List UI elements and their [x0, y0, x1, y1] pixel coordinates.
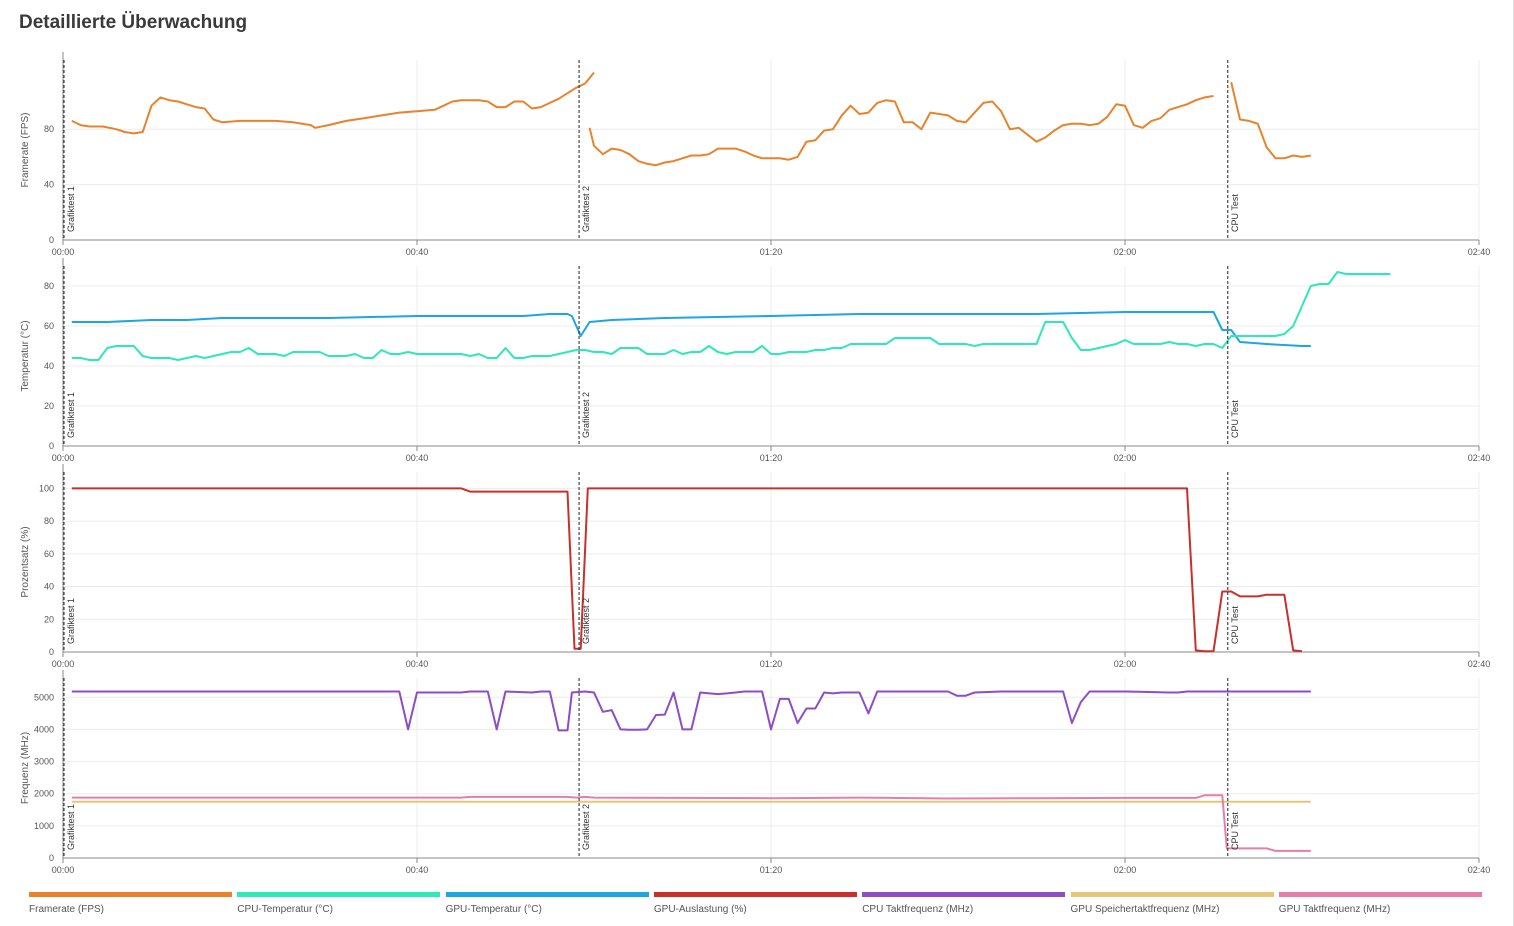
y-tick-label: 1000	[34, 821, 54, 831]
legend-item-gpu-speichertaktfrequenz-mhz[interactable]: GPU Speichertaktfrequenz (MHz)	[1070, 892, 1274, 920]
y-tick-label: 20	[44, 401, 54, 411]
y-tick-label: 60	[44, 321, 54, 331]
x-tick-label: 02:00	[1114, 865, 1137, 875]
marker-label: Grafiktest 2	[581, 392, 591, 438]
marker-label: Grafiktest 1	[66, 186, 76, 232]
y-tick-label: 40	[44, 582, 54, 592]
x-tick-label: 00:00	[52, 865, 75, 875]
series-line-framerate-fps	[588, 95, 1214, 167]
y-axis-label: Prozentsatz (%)	[20, 526, 31, 597]
marker-label: Grafiktest 1	[66, 392, 76, 438]
y-tick-label: 40	[44, 361, 54, 371]
x-tick-label: 02:00	[1114, 659, 1137, 669]
series-line-gpu-taktfrequenz-mhz	[71, 794, 1311, 852]
y-axis-label: Frequenz (MHz)	[20, 732, 31, 804]
legend-label: CPU Taktfrequenz (MHz)	[862, 904, 974, 915]
marker-label: CPU Test	[1230, 812, 1240, 850]
series-line-gpu-temperatur-c	[71, 311, 1311, 347]
marker-label: Grafiktest 2	[581, 186, 591, 232]
x-tick-label: 00:40	[406, 659, 429, 669]
y-tick-label: 2000	[34, 789, 54, 799]
legend-label: CPU-Temperatur (°C)	[237, 904, 333, 915]
y-tick-label: 3000	[34, 757, 54, 767]
y-axis-label: Temperatur (°C)	[20, 320, 31, 391]
x-tick-label: 00:00	[52, 659, 75, 669]
x-tick-label: 01:20	[760, 247, 783, 257]
series-line-cpu-temperatur-c	[71, 271, 1391, 361]
y-tick-label: 80	[44, 124, 54, 134]
y-tick-label: 5000	[34, 692, 54, 702]
x-tick-label: 00:00	[52, 453, 75, 463]
y-tick-label: 0	[49, 853, 54, 863]
legend-swatch	[29, 892, 232, 897]
x-tick-label: 02:40	[1468, 453, 1491, 463]
y-tick-label: 80	[44, 516, 54, 526]
y-tick-label: 0	[49, 235, 54, 245]
chart-panel-3: 0 20 40 60 80 100 00:00 00:40 01:20 02:00 02:40 Pro…	[20, 464, 1490, 669]
legend-label: GPU Taktfrequenz (MHz)	[1278, 904, 1391, 915]
series-line-framerate-fps	[1230, 81, 1311, 160]
page-title: Detaillierte Überwachung	[19, 12, 248, 33]
marker-label: Grafiktest 2	[581, 598, 591, 644]
y-tick-label: 0	[49, 647, 54, 657]
x-tick-label: 01:20	[760, 453, 783, 463]
legend-item-cpu-taktfrequenz-mhz[interactable]: CPU Taktfrequenz (MHz)	[862, 892, 1066, 920]
legend-label: GPU Speichertaktfrequenz (MHz)	[1070, 904, 1220, 915]
x-tick-label: 01:20	[760, 659, 783, 669]
y-tick-label: 20	[44, 614, 54, 624]
y-tick-label: 80	[44, 281, 54, 291]
x-tick-label: 02:40	[1468, 659, 1491, 669]
legend-item-gpu-auslastung[interactable]: GPU-Auslastung (%)	[653, 892, 857, 920]
y-tick-label: 60	[44, 549, 54, 559]
y-axis-label: Framerate (FPS)	[20, 112, 31, 187]
legend-label: Framerate (FPS)	[29, 904, 105, 915]
marker-label: Grafiktest 2	[581, 804, 591, 850]
y-tick-label: 40	[44, 180, 54, 190]
legend-label: GPU-Temperatur (°C)	[445, 904, 542, 915]
legend-item-framerate-fps[interactable]: Framerate (FPS)	[29, 892, 232, 920]
y-tick-label: 0	[49, 441, 54, 451]
legend-label: GPU-Auslastung (%)	[653, 904, 747, 915]
monitoring-charts: 0 40 80 00:00 00:40 01:20 02:00 02:40 Framerate …	[20, 52, 1490, 875]
marker-label: CPU Test	[1230, 400, 1240, 438]
chart-panel-2: 0 20 40 60 80 00:00 00:40 01:20 02:00 02:40 Temper…	[20, 258, 1490, 463]
chart-panel-4: 0 1000 2000 3000 4000 5000 00:00 00:40 01:20 02:0…	[20, 670, 1490, 875]
x-tick-label: 00:40	[406, 453, 429, 463]
series-line-cpu-taktfrequenz-mhz	[71, 690, 1311, 732]
x-tick-label: 02:00	[1114, 247, 1137, 257]
legend-swatch	[653, 892, 857, 897]
x-tick-label: 02:40	[1468, 247, 1491, 257]
chart-panel-1: 0 40 80 00:00 00:40 01:20 02:00 02:40 Framerate …	[20, 52, 1490, 257]
marker-label: CPU Test	[1230, 606, 1240, 644]
legend-swatch	[862, 892, 1066, 897]
x-tick-label: 00:40	[406, 865, 429, 875]
x-tick-label: 01:20	[760, 865, 783, 875]
legend-item-gpu-temperatur-c[interactable]: GPU-Temperatur (°C)	[445, 892, 649, 920]
marker-label: Grafiktest 1	[66, 598, 76, 644]
legend-swatch	[237, 892, 441, 897]
x-tick-label: 00:00	[52, 247, 75, 257]
legend-swatch	[1278, 892, 1482, 897]
series-line-gpu-auslastung	[71, 487, 1303, 653]
marker-label: CPU Test	[1230, 194, 1240, 232]
x-tick-label: 00:40	[406, 247, 429, 257]
legend-swatch	[1070, 892, 1274, 897]
marker-label: Grafiktest 1	[66, 804, 76, 850]
x-tick-label: 02:40	[1468, 865, 1491, 875]
legend-item-cpu-temperatur-c[interactable]: CPU-Temperatur (°C)	[237, 892, 441, 920]
legend-item-gpu-taktfrequenz-mhz[interactable]: GPU Taktfrequenz (MHz)	[1278, 892, 1482, 920]
y-tick-label: 4000	[34, 724, 54, 734]
y-tick-label: 100	[39, 483, 54, 493]
series-line-framerate-fps	[71, 71, 595, 135]
legend-swatch	[445, 892, 649, 897]
x-tick-label: 02:00	[1114, 453, 1137, 463]
